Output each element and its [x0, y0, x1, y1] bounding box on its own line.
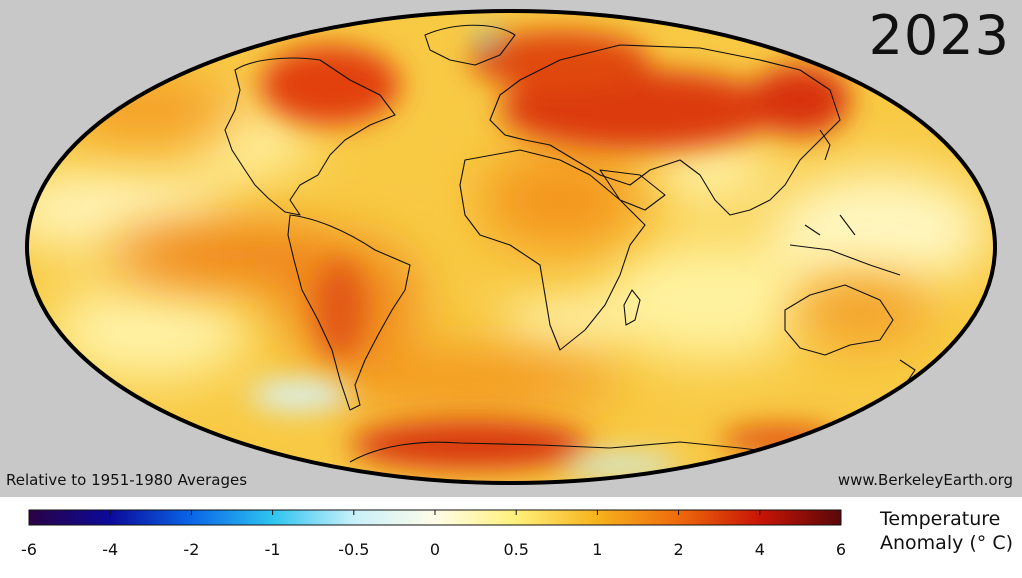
- coastlines: [224, 24, 916, 463]
- colorbar-tick-label: 4: [754, 540, 765, 559]
- colorbar-tick-label: -2: [183, 540, 200, 559]
- legend-title: Temperature Anomaly (° C): [880, 508, 1013, 556]
- colorbar-tick-label: -0.5: [338, 540, 370, 559]
- colorbar-tick-label: 6: [835, 540, 847, 559]
- colorbar-tick-label: 0.5: [503, 540, 529, 559]
- colorbar: [28, 509, 842, 526]
- colorbar-tick-label: -6: [21, 540, 37, 559]
- baseline-note: Relative to 1951-1980 Averages: [6, 471, 248, 489]
- colorbar-tick-label: -1: [264, 540, 281, 559]
- colorbar-tick-label: 1: [592, 540, 603, 559]
- anomaly-field: [27, 11, 995, 483]
- temperature-anomaly-map: [25, 9, 997, 485]
- legend-title-line1: Temperature: [880, 508, 1001, 530]
- map-panel: 2023 Relative to 1951-1980 Averages www.…: [0, 0, 1022, 497]
- globe-outline: [25, 9, 997, 485]
- colorbar-tick-label: 2: [673, 540, 684, 559]
- colorbar-tick-label: 0: [429, 540, 441, 559]
- colorbar-ticks: [109, 510, 761, 515]
- year-label: 2023: [868, 4, 1010, 67]
- colorbar-tick-label: -4: [102, 540, 119, 559]
- credit-link: www.BerkeleyEarth.org: [837, 471, 1013, 489]
- legend-title-line2: Anomaly (° C): [880, 531, 1014, 554]
